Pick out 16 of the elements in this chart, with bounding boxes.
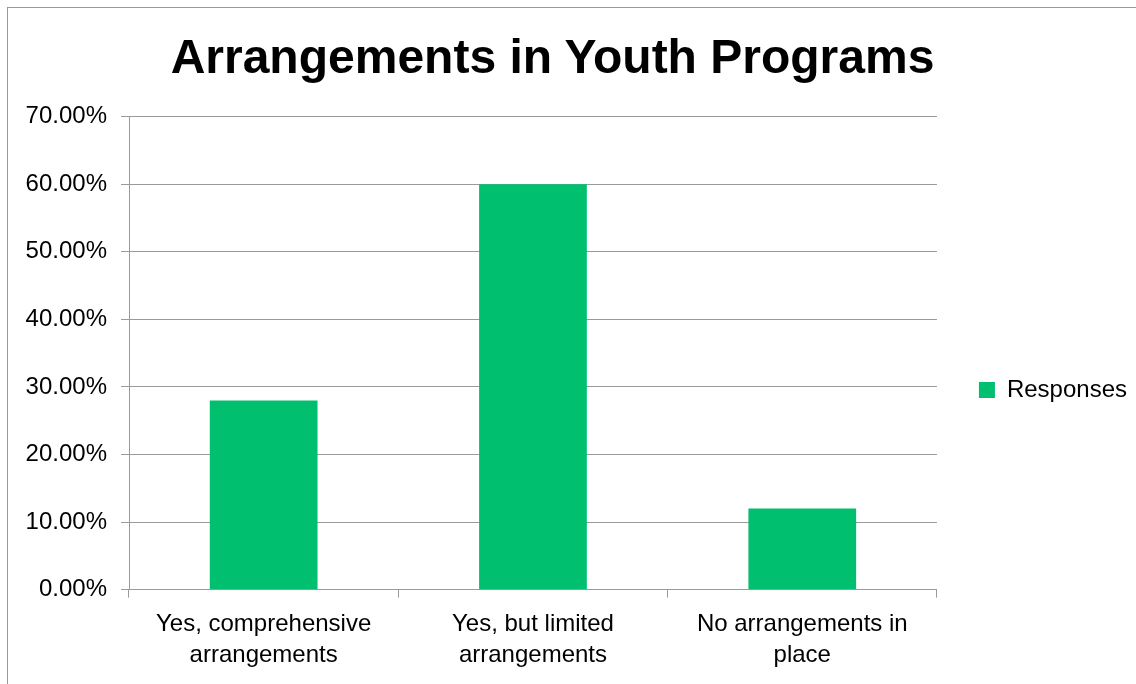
y-tick-label: 60.00% [25, 168, 107, 196]
bar [479, 184, 587, 590]
x-tick-label: Yes, but limited arrangements [452, 608, 614, 668]
x-tick-label: Yes, comprehensive arrangements [156, 608, 372, 668]
y-tick-label: 70.00% [25, 101, 107, 129]
y-tick-label: 20.00% [25, 439, 107, 467]
y-tick-label: 10.00% [25, 506, 107, 534]
x-tick-label: No arrangements in place [696, 608, 908, 668]
y-tick-label: 50.00% [25, 236, 107, 264]
bar [748, 508, 857, 590]
chart-title: Arrangements in Youth Programs [170, 30, 935, 84]
y-tick-label: 0.00% [38, 574, 107, 602]
legend-label: Responses [1006, 374, 1128, 402]
y-tick-label: 40.00% [25, 303, 107, 331]
y-tick-label: 30.00% [25, 371, 107, 399]
bar [209, 400, 318, 590]
